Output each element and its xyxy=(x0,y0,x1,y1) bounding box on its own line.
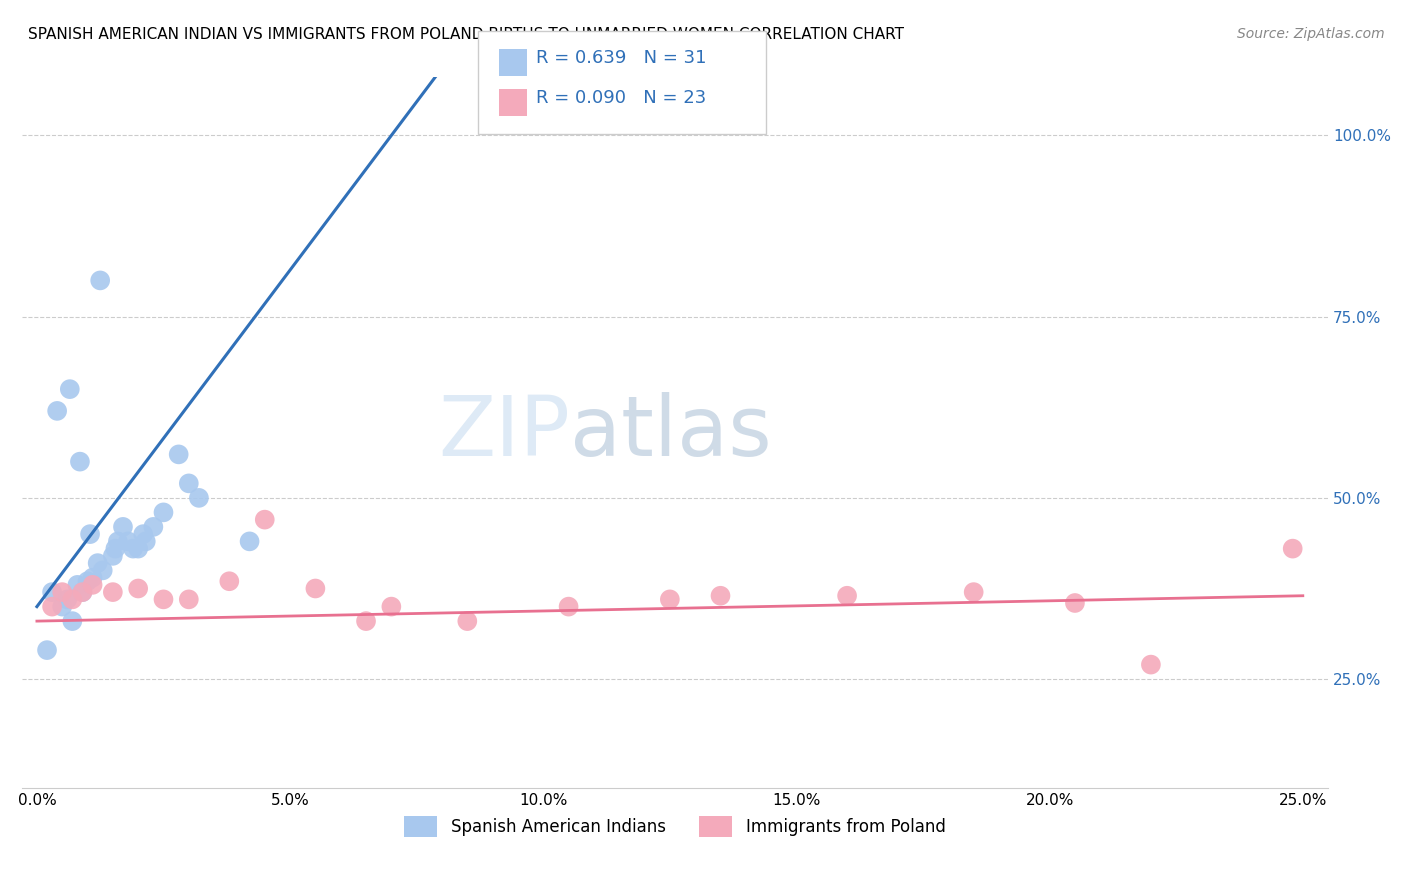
Point xyxy=(122,541,145,556)
Point xyxy=(82,571,104,585)
Point xyxy=(82,578,104,592)
Point xyxy=(456,614,478,628)
Text: SPANISH AMERICAN INDIAN VS IMMIGRANTS FROM POLAND BIRTHS TO UNMARRIED WOMEN CORR: SPANISH AMERICAN INDIAN VS IMMIGRANTS FR… xyxy=(28,27,904,42)
Point xyxy=(557,599,579,614)
Point xyxy=(142,520,165,534)
Point xyxy=(72,585,94,599)
Point xyxy=(86,556,108,570)
Point xyxy=(658,592,681,607)
Point xyxy=(963,585,986,599)
Point xyxy=(709,589,731,603)
Point xyxy=(104,541,127,556)
Legend: Spanish American Indians, Immigrants from Poland: Spanish American Indians, Immigrants fro… xyxy=(398,810,952,844)
Point xyxy=(177,592,200,607)
Point xyxy=(132,527,155,541)
Point xyxy=(72,585,94,599)
Point xyxy=(41,585,63,599)
Point xyxy=(354,614,377,628)
Point xyxy=(253,513,276,527)
Point xyxy=(51,585,73,599)
Text: Source: ZipAtlas.com: Source: ZipAtlas.com xyxy=(1237,27,1385,41)
Point xyxy=(91,563,114,577)
Point xyxy=(117,534,139,549)
Point xyxy=(152,592,174,607)
Point xyxy=(1281,541,1303,556)
Point xyxy=(1140,657,1163,672)
Point xyxy=(152,505,174,519)
Point xyxy=(127,541,149,556)
Text: R = 0.090   N = 23: R = 0.090 N = 23 xyxy=(536,89,706,107)
Point xyxy=(1064,596,1087,610)
Text: ZIP: ZIP xyxy=(439,392,571,473)
Point xyxy=(835,589,858,603)
Point xyxy=(304,582,326,596)
Point xyxy=(127,582,149,596)
Point xyxy=(69,455,91,469)
Point xyxy=(56,592,79,607)
Point xyxy=(66,578,89,592)
Point xyxy=(107,534,129,549)
Point xyxy=(101,549,124,563)
Point xyxy=(177,476,200,491)
Point xyxy=(101,585,124,599)
Point xyxy=(380,599,402,614)
Point xyxy=(60,592,83,607)
Point xyxy=(218,574,240,589)
Text: R = 0.639   N = 31: R = 0.639 N = 31 xyxy=(536,49,706,67)
Point xyxy=(89,273,111,287)
Point xyxy=(35,643,58,657)
Point xyxy=(51,599,73,614)
Text: atlas: atlas xyxy=(571,392,772,473)
Point xyxy=(239,534,262,549)
Point xyxy=(111,520,134,534)
Point xyxy=(135,534,157,549)
Point xyxy=(167,447,190,461)
Point xyxy=(46,404,69,418)
Point xyxy=(59,382,82,396)
Point xyxy=(76,574,98,589)
Point xyxy=(79,527,101,541)
Point xyxy=(41,599,63,614)
Point xyxy=(60,614,83,628)
Point xyxy=(187,491,209,505)
